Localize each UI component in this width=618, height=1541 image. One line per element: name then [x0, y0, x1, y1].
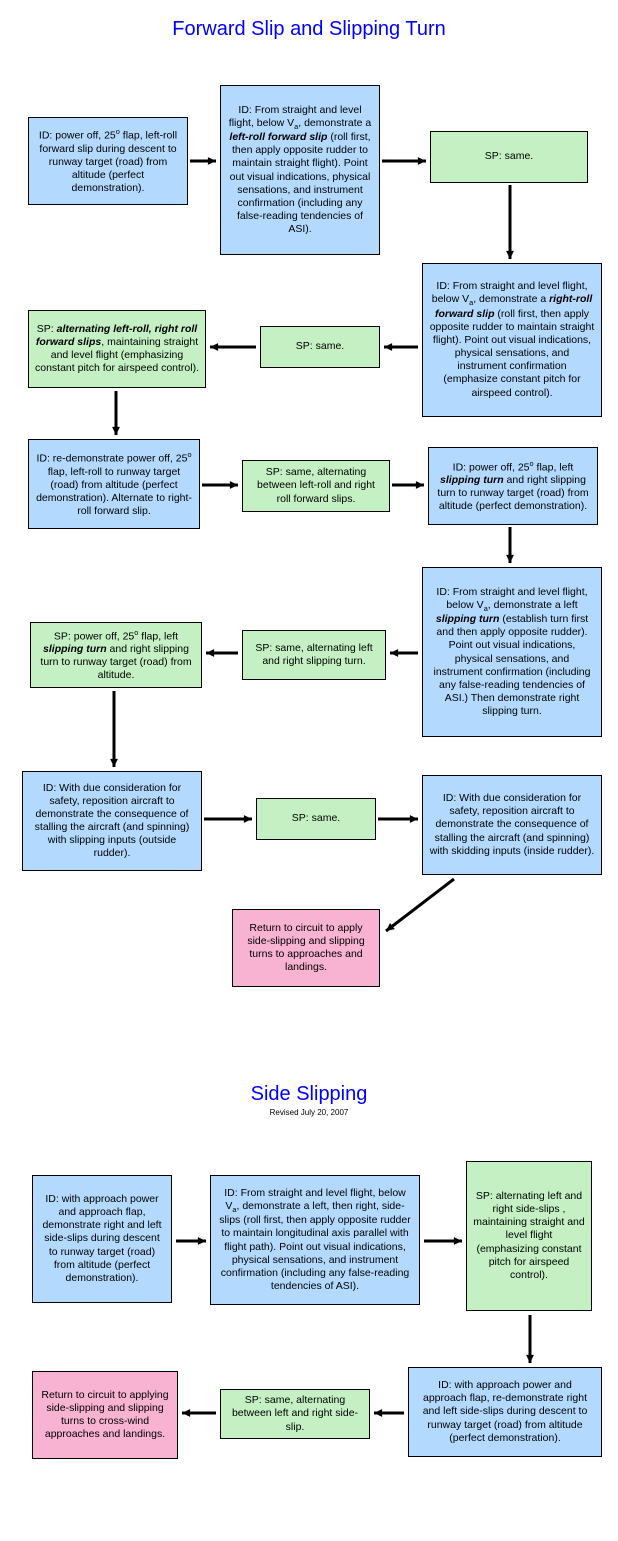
- flow-arrow: [194, 809, 262, 829]
- flowchart-box-text: SP: same.: [267, 340, 373, 353]
- flow-arrow: [500, 517, 520, 573]
- flowchart-box: Return to circuit to apply side-slipping…: [232, 909, 380, 987]
- flowchart-box: SP: power off, 25o flap, left slipping t…: [30, 622, 202, 688]
- section-subtitle: Revised July 20, 2007: [10, 1108, 608, 1117]
- flowchart-box-text: SP: alternating left and right side-slip…: [473, 1190, 585, 1282]
- flowchart-box: SP: same, alternating left and right sli…: [242, 630, 386, 680]
- flowchart-box-text: SP: same, alternating between left-roll …: [249, 466, 383, 505]
- flowchart-box-text: ID: power off, 25o flap, left-roll forwa…: [35, 127, 181, 195]
- flow-arrow: [364, 1403, 414, 1423]
- flowchart-box-text: ID: power off, 25o flap, left slipping t…: [435, 459, 591, 514]
- flow-arrow: [104, 681, 124, 777]
- section-title: Side Slipping: [10, 1083, 608, 1106]
- flowchart-box: ID: with approach power and approach fla…: [408, 1367, 602, 1457]
- flowchart-box-text: SP: alternating left-roll, right roll fo…: [35, 323, 199, 376]
- flow-arrow: [520, 1305, 540, 1373]
- flow-arrow: [380, 643, 428, 663]
- flow-arrow: [376, 869, 464, 941]
- flowchart-box-text: SP: same.: [263, 812, 369, 825]
- flow-arrow: [200, 337, 266, 357]
- flowchart-box: ID: With due consideration for safety, r…: [422, 775, 602, 875]
- flowchart-box-text: SP: same.: [437, 150, 581, 163]
- flow-arrow: [106, 381, 126, 445]
- flow-arrow: [368, 809, 428, 829]
- flow-arrow: [172, 1403, 226, 1423]
- flowchart-box: ID: power off, 25o flap, left slipping t…: [428, 447, 598, 525]
- flowchart-box: ID: power off, 25o flap, left-roll forwa…: [28, 117, 188, 205]
- section-title: Forward Slip and Slipping Turn: [10, 18, 608, 41]
- flow-arrow: [372, 151, 436, 171]
- flow-arrow: [414, 1231, 472, 1251]
- flowchart-box-text: ID: With due consideration for safety, r…: [429, 792, 595, 858]
- flowchart-box: ID: With due consideration for safety, r…: [22, 771, 202, 871]
- flowchart-container: ID: with approach power and approach fla…: [10, 1131, 608, 1531]
- flowchart-box-text: ID: From straight and level flight, belo…: [429, 586, 595, 718]
- flow-arrow: [196, 643, 248, 663]
- flowchart-box-text: ID: With due consideration for safety, r…: [29, 782, 195, 861]
- flowchart-box-text: Return to circuit to applying side-slipp…: [39, 1389, 171, 1442]
- flowchart-box-text: SP: same, alternating left and right sli…: [249, 642, 379, 668]
- flowchart-box: SP: same.: [260, 326, 380, 368]
- flowchart-box: SP: alternating left and right side-slip…: [466, 1161, 592, 1311]
- flowchart-box-text: ID: re-demonstrate power off, 25o flap, …: [35, 450, 193, 518]
- flow-arrow: [166, 1231, 216, 1251]
- flowchart-box: SP: same, alternating between left-roll …: [242, 460, 390, 512]
- flowchart-box: ID: From straight and level flight, belo…: [210, 1175, 420, 1305]
- flowchart-box: ID: From straight and level flight, belo…: [422, 263, 602, 417]
- flowchart-box: SP: same.: [430, 131, 588, 183]
- flowchart-box-text: ID: with approach power and approach fla…: [39, 1193, 165, 1285]
- flowchart-box: ID: with approach power and approach fla…: [32, 1175, 172, 1303]
- flowchart-box-text: ID: From straight and level flight, belo…: [227, 104, 373, 236]
- flowchart-box: ID: From straight and level flight, belo…: [220, 85, 380, 255]
- flowchart-box: SP: alternating left-roll, right roll fo…: [28, 310, 206, 388]
- flow-arrow: [192, 475, 248, 495]
- flowchart-container: ID: power off, 25o flap, left-roll forwa…: [10, 55, 608, 1075]
- flowchart-box: SP: same.: [256, 798, 376, 840]
- flowchart-box-text: SP: same, alternating between left and r…: [227, 1394, 363, 1433]
- flowchart-box-text: Return to circuit to apply side-slipping…: [239, 922, 373, 975]
- flowchart-box-text: ID: From straight and level flight, belo…: [429, 280, 595, 399]
- flowchart-box-text: ID: with approach power and approach fla…: [415, 1379, 595, 1445]
- flowchart-box-text: ID: From straight and level flight, belo…: [217, 1187, 413, 1293]
- flowchart-box: Return to circuit to applying side-slipp…: [32, 1371, 178, 1459]
- flowchart-box: ID: re-demonstrate power off, 25o flap, …: [28, 439, 200, 529]
- flowchart-box-text: SP: power off, 25o flap, left slipping t…: [37, 628, 195, 683]
- flow-arrow: [500, 175, 520, 269]
- flowchart-box: ID: From straight and level flight, belo…: [422, 567, 602, 737]
- flowchart-box: SP: same, alternating between left and r…: [220, 1389, 370, 1439]
- flow-arrow: [374, 337, 428, 357]
